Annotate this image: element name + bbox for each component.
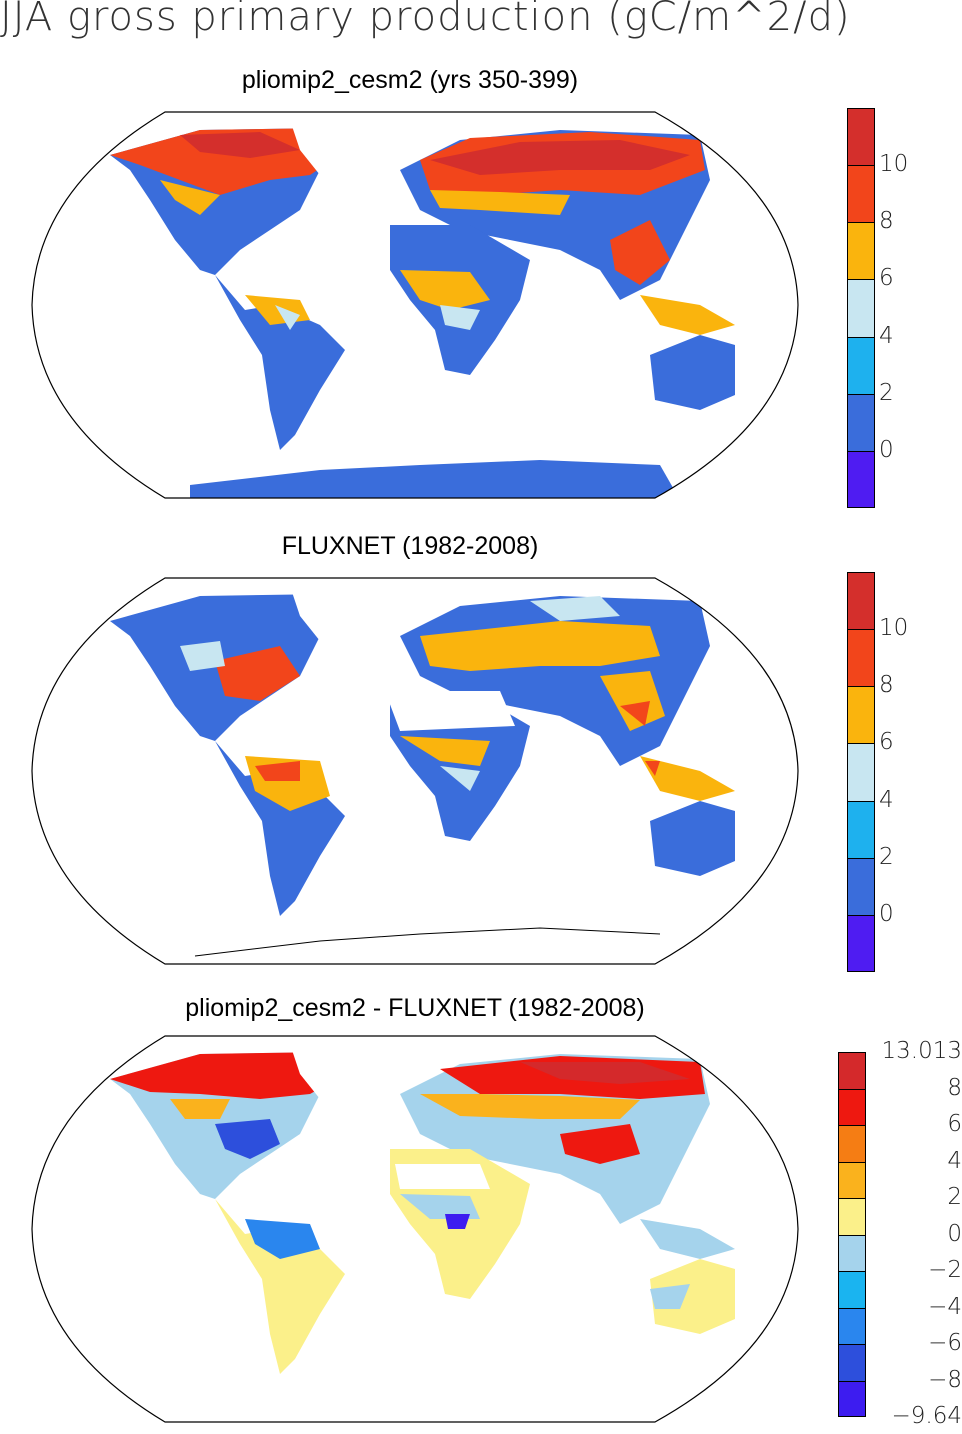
- colorbar-swatch: [847, 800, 875, 858]
- colorbar-model: 0 2 4 6 8 10: [847, 108, 908, 508]
- colorbar-tick-label: 4: [879, 786, 894, 813]
- colorbar-tick-label: −9.64: [891, 1403, 962, 1429]
- colorbar-swatch: [847, 279, 875, 337]
- colorbar-swatch: [847, 336, 875, 394]
- colorbar-swatch: [847, 393, 875, 451]
- colorbar-tick-label: 6: [879, 265, 894, 292]
- colorbar-swatch: [838, 1307, 866, 1344]
- panel-title-model: pliomip2_cesm2 (yrs 350-399): [241, 66, 579, 94]
- colorbar-swatch: [838, 1234, 866, 1271]
- colorbar-tick-label: 2: [947, 1184, 962, 1210]
- colorbar-swatch: [838, 1271, 866, 1308]
- colorbar-tick-label: 6: [947, 1111, 962, 1137]
- colorbar-tick-label: 4: [879, 322, 894, 349]
- colorbar-tick-label: −8: [928, 1366, 962, 1393]
- colorbar-swatch: [838, 1198, 866, 1235]
- panel-title-diff: pliomip2_cesm2 - FLUXNET (1982-2008): [185, 994, 645, 1022]
- panel-title-obs: FLUXNET (1982-2008): [281, 532, 539, 560]
- colorbar-obs: 0 2 4 6 8 10: [847, 572, 908, 972]
- colorbar-diff: −9.64 −8 −6 −4 −2 0 2 4 6 8 13.013: [838, 1038, 962, 1429]
- colorbar-tick-label: 13.013: [881, 1038, 962, 1064]
- colorbar-tick-label: 2: [879, 379, 894, 406]
- colorbar-tick-label: 0: [879, 436, 894, 463]
- colorbar-tick-label: −6: [928, 1330, 962, 1356]
- colorbar-tick-label: 10: [879, 615, 909, 642]
- world-map-model: [31, 111, 799, 499]
- colorbar-tick-label: 0: [947, 1220, 962, 1247]
- colorbar-tick-label: −2: [928, 1257, 962, 1283]
- colorbar-tick-label: 8: [879, 208, 894, 235]
- figure-title: JJA gross primary production (gC/m^2/d): [0, 0, 851, 40]
- world-map-obs: [31, 577, 799, 965]
- colorbar-tick-label: 8: [947, 1074, 962, 1101]
- world-map-diff: [31, 1035, 799, 1423]
- colorbar-tick-label: 0: [879, 900, 894, 927]
- colorbar-tick-label: −4: [928, 1293, 962, 1320]
- colorbar-tick-label: 2: [879, 843, 894, 870]
- colorbar-tick-label: 6: [879, 729, 894, 756]
- colorbar-tick-label: 8: [879, 672, 894, 699]
- colorbar-tick-label: 10: [879, 151, 909, 178]
- colorbar-tick-label: 4: [947, 1147, 962, 1174]
- colorbar-swatch: [847, 914, 875, 972]
